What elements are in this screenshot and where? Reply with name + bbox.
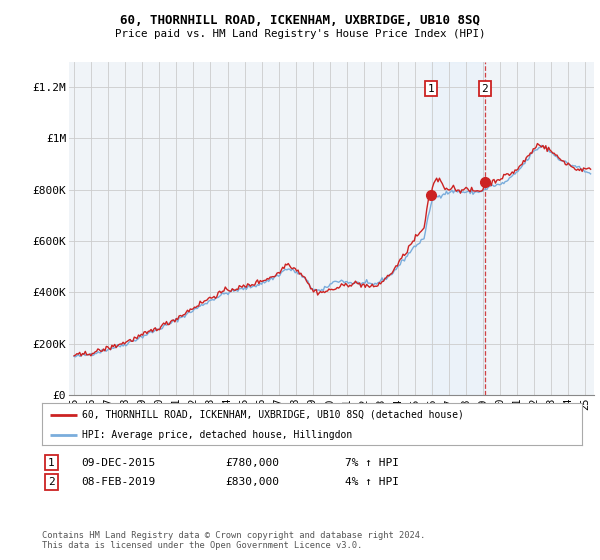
Text: Contains HM Land Registry data © Crown copyright and database right 2024.
This d: Contains HM Land Registry data © Crown c… — [42, 531, 425, 550]
Text: 60, THORNHILL ROAD, ICKENHAM, UXBRIDGE, UB10 8SQ: 60, THORNHILL ROAD, ICKENHAM, UXBRIDGE, … — [120, 14, 480, 27]
Text: 09-DEC-2015: 09-DEC-2015 — [81, 458, 155, 468]
Text: HPI: Average price, detached house, Hillingdon: HPI: Average price, detached house, Hill… — [83, 430, 353, 440]
Bar — [431, 62, 485, 395]
Text: 4% ↑ HPI: 4% ↑ HPI — [345, 477, 399, 487]
Text: 7% ↑ HPI: 7% ↑ HPI — [345, 458, 399, 468]
Text: £780,000: £780,000 — [225, 458, 279, 468]
Text: 2: 2 — [48, 477, 55, 487]
Text: £830,000: £830,000 — [225, 477, 279, 487]
Text: 08-FEB-2019: 08-FEB-2019 — [81, 477, 155, 487]
Text: Price paid vs. HM Land Registry's House Price Index (HPI): Price paid vs. HM Land Registry's House … — [115, 29, 485, 39]
Text: 2: 2 — [482, 83, 488, 94]
Text: 1: 1 — [427, 83, 434, 94]
Text: 1: 1 — [48, 458, 55, 468]
Text: 60, THORNHILL ROAD, ICKENHAM, UXBRIDGE, UB10 8SQ (detached house): 60, THORNHILL ROAD, ICKENHAM, UXBRIDGE, … — [83, 410, 464, 420]
